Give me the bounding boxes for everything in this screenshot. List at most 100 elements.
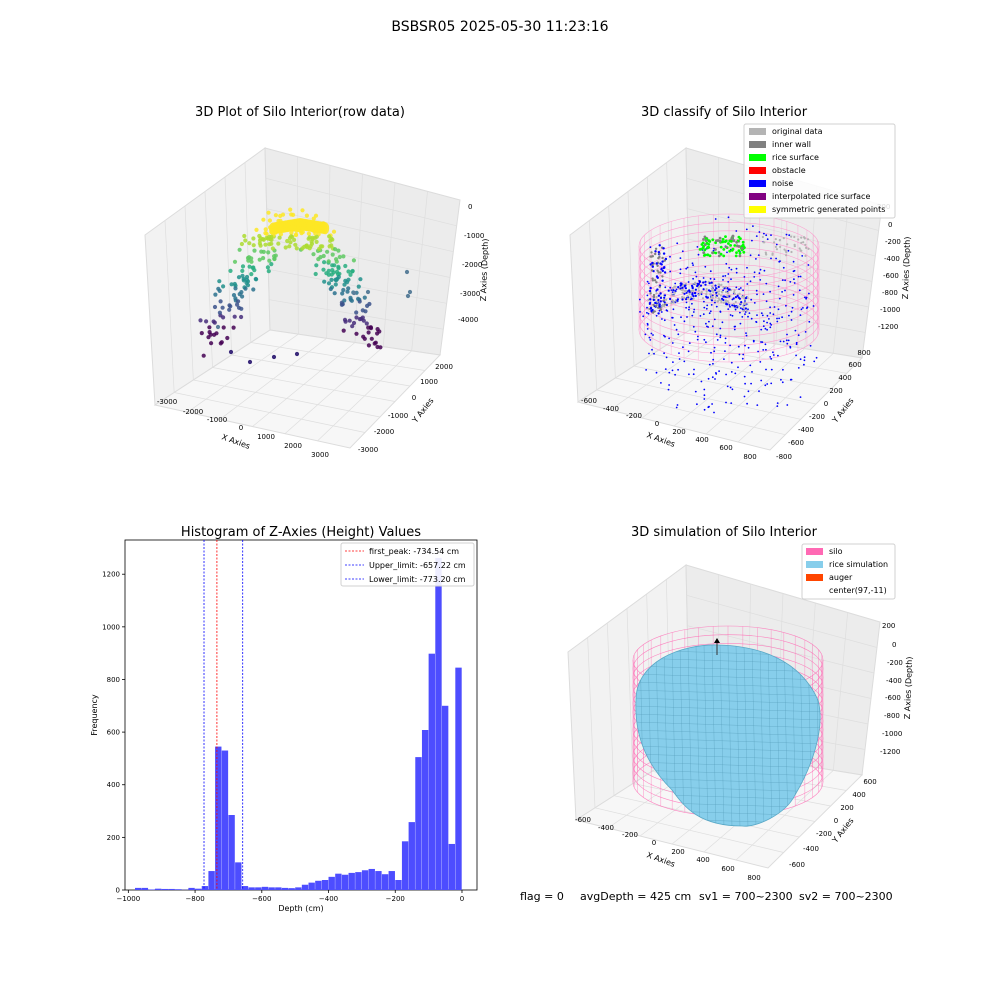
raw-data-point: [243, 286, 248, 291]
noise-point: [750, 317, 753, 320]
panel-classify-3d: 3D classify of Silo Interior -600 -400 -…: [569, 105, 912, 461]
noise-point: [764, 343, 767, 346]
noise-point: [709, 277, 712, 280]
original-point: [721, 297, 724, 300]
noise-point: [735, 286, 738, 289]
noise-point: [730, 268, 733, 271]
raw-data-point: [266, 269, 271, 274]
rice-mesh-line: [703, 644, 709, 827]
noise-point: [724, 342, 727, 344]
noise-point: [790, 310, 793, 313]
inner-wall-point: [657, 312, 660, 315]
noise-point: [769, 326, 772, 329]
noise-point: [664, 335, 666, 338]
noise-point: [748, 312, 751, 314]
original-point: [683, 292, 686, 295]
histogram-bar: [301, 884, 309, 890]
noise-point: [758, 272, 761, 275]
simulation-3d-ytick: 200: [840, 804, 853, 812]
noise-point: [781, 279, 784, 281]
inner-wall-point: [658, 285, 661, 288]
rice-mesh-line: [759, 644, 765, 827]
raw-data-point: [293, 232, 299, 237]
raw-data-point: [267, 218, 272, 223]
raw-data-point: [272, 256, 277, 262]
noise-point: [644, 333, 647, 336]
noise-point: [777, 354, 779, 357]
simulation-3d-ztick: -800: [884, 712, 900, 720]
noise-point: [812, 305, 815, 307]
histogram-bar: [168, 888, 175, 890]
raw-data-point: [329, 236, 334, 241]
raw-data-point: [273, 213, 278, 218]
noise-point: [727, 216, 730, 219]
classify-3d-xtick: 0: [655, 420, 659, 428]
noise-point: [770, 357, 773, 360]
noise-point: [655, 314, 658, 317]
noise-point: [700, 380, 703, 383]
noise-point: [755, 289, 758, 292]
noise-point: [739, 307, 742, 309]
noise-point: [787, 249, 790, 252]
noise-point: [638, 298, 641, 301]
inner-wall-point: [659, 262, 662, 265]
noise-point: [713, 346, 716, 349]
simulation-3d-zlabel: Z Axies (Depth): [903, 656, 914, 719]
rice-surface-point: [737, 249, 741, 253]
noise-point: [761, 341, 764, 343]
rice-mesh-line: [775, 644, 781, 827]
inner-wall-point: [661, 275, 664, 278]
raw-data-point: [314, 234, 319, 239]
original-point: [681, 286, 684, 289]
rice-surface-point: [706, 253, 710, 257]
inner-wall-point: [664, 303, 667, 306]
noise-point: [642, 315, 645, 318]
noise-point: [711, 403, 713, 405]
original-point: [710, 299, 714, 302]
original-point: [738, 297, 742, 300]
classify-3d-xtick: -600: [581, 397, 597, 405]
inner-wall-point: [654, 304, 658, 307]
rice-mesh-line: [719, 644, 725, 827]
noise-point: [747, 346, 750, 349]
noise-point: [772, 354, 775, 356]
original-point: [726, 303, 729, 306]
raw-data-point: [348, 272, 353, 277]
inner-wall-point: [653, 279, 657, 282]
raw-3d-ztick: -2000: [462, 261, 482, 269]
histogram-bar: [335, 873, 342, 890]
rice-surface-point: [724, 239, 728, 243]
noise-point: [781, 316, 783, 319]
raw-data-point: [251, 287, 256, 292]
raw-data-point: [358, 277, 363, 282]
noise-point: [766, 314, 769, 317]
raw-data-point: [211, 319, 216, 324]
noise-point: [777, 285, 780, 288]
original-point: [698, 280, 701, 284]
original-point: [793, 235, 796, 239]
histogram-bar: [381, 874, 389, 890]
raw-data-point: [232, 281, 237, 287]
noise-point: [697, 335, 699, 338]
grid-line: [588, 220, 598, 391]
noise-point: [722, 275, 724, 278]
raw-data-point: [287, 244, 292, 249]
noise-point: [713, 411, 715, 414]
noise-point: [763, 232, 765, 235]
simulation-3d-ztick: -200: [887, 659, 903, 667]
raw-data-point: [228, 349, 234, 355]
original-point: [800, 241, 803, 244]
noise-point: [786, 333, 788, 336]
histogram-bar: [321, 880, 329, 890]
noise-point: [797, 367, 800, 369]
noise-point: [705, 341, 707, 344]
noise-point: [745, 334, 748, 337]
noise-point: [769, 290, 771, 293]
noise-point: [694, 390, 697, 393]
raw-data-point: [350, 268, 355, 274]
raw-data-point: [220, 305, 225, 310]
classify-3d-xtick: 800: [743, 453, 756, 461]
noise-point: [813, 360, 816, 363]
grid-line: [606, 622, 615, 796]
